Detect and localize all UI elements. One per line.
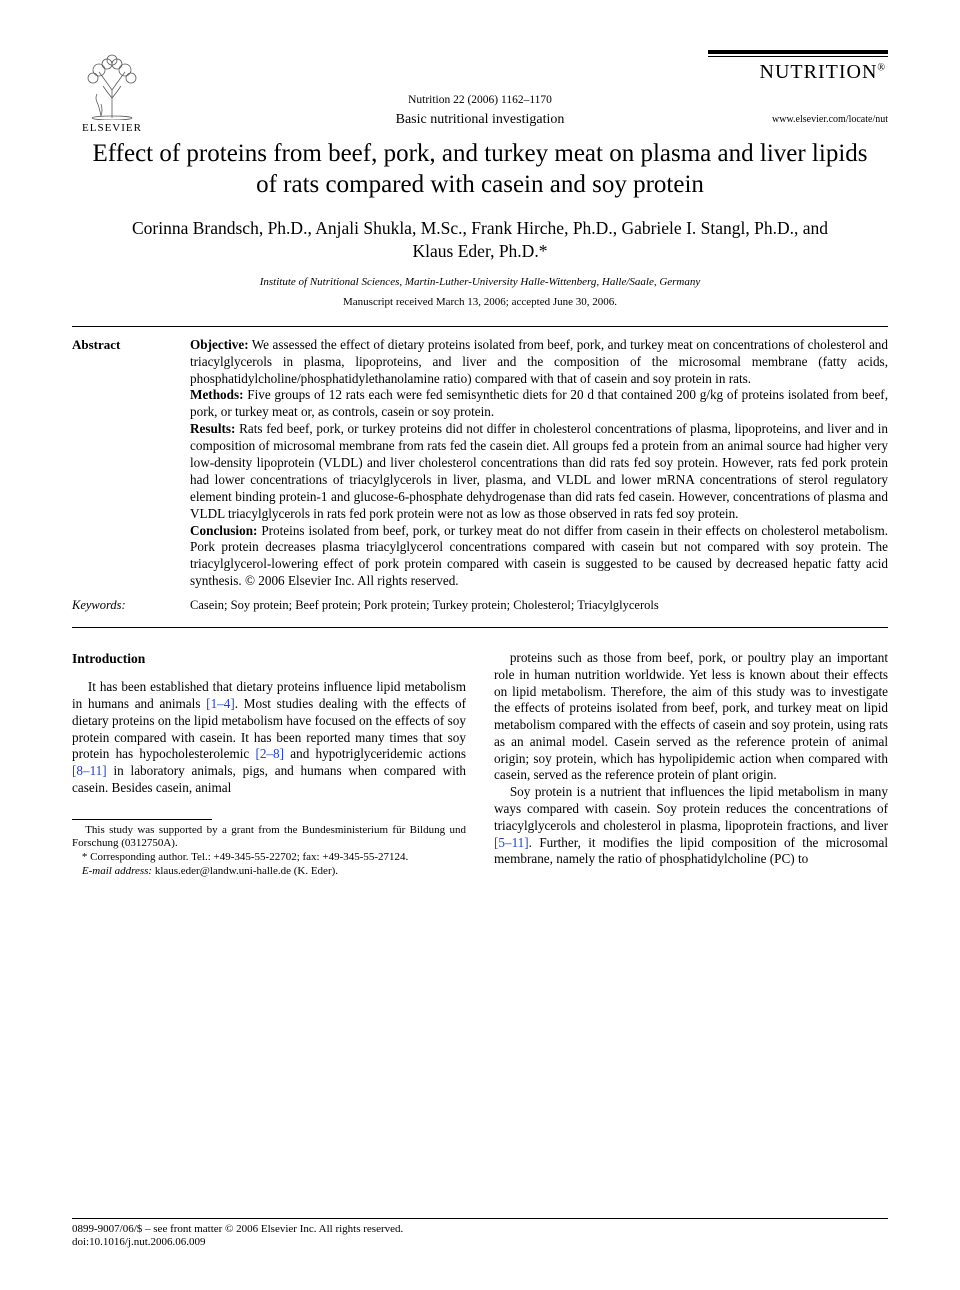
citation-link-3[interactable]: [8–11] (72, 763, 107, 778)
article-title: Effect of proteins from beef, pork, and … (92, 138, 868, 201)
footer-line-2: doi:10.1016/j.nut.2006.06.009 (72, 1236, 888, 1250)
footer-line-1: 0899-9007/06/$ – see front matter © 2006… (72, 1223, 888, 1237)
footnote-separator (72, 819, 212, 820)
abstract-top-rule (72, 326, 888, 327)
footer-rule (72, 1218, 888, 1219)
footnote-corresponding: * Corresponding author. Tel.: +49-345-55… (72, 851, 466, 865)
publisher-logo: ELSEVIER (72, 50, 152, 134)
intro-p3-a: Soy protein is a nutrient that influence… (494, 784, 888, 833)
abstract-methods: Methods: Five groups of 12 rats each wer… (190, 387, 888, 421)
intro-para-2: proteins such as those from beef, pork, … (494, 650, 888, 784)
objective-text: We assessed the effect of dietary protei… (190, 337, 888, 386)
results-head: Results: (190, 421, 235, 436)
abstract-results: Results: Rats fed beef, pork, or turkey … (190, 421, 888, 522)
intro-p3-b: . Further, it modifies the lipid composi… (494, 835, 888, 867)
abstract-bottom-rule (72, 627, 888, 628)
elsevier-tree-icon (77, 50, 147, 120)
results-text: Rats fed beef, pork, or turkey proteins … (190, 421, 888, 520)
body-columns: Introduction It has been established tha… (72, 650, 888, 879)
conclusion-head: Conclusion: (190, 523, 257, 538)
journal-name: NUTRITION® (708, 61, 888, 84)
intro-p1-c: and hypotriglyceridemic actions (284, 746, 466, 761)
keywords-label: Keywords: (72, 598, 168, 613)
abstract-objective: Objective: We assessed the effect of die… (190, 337, 888, 388)
left-column: Introduction It has been established tha… (72, 650, 466, 879)
journal-trademark: ® (877, 62, 886, 73)
footnotes: This study was supported by a grant from… (72, 824, 466, 879)
citation-link-4[interactable]: [5–11] (494, 835, 529, 850)
abstract-body: Objective: We assessed the effect of die… (190, 337, 888, 590)
intro-p1-d: in laboratory animals, pigs, and humans … (72, 763, 466, 795)
intro-para-3: Soy protein is a nutrient that influence… (494, 784, 888, 868)
methods-text: Five groups of 12 rats each were fed sem… (190, 387, 888, 419)
affiliation: Institute of Nutritional Sciences, Marti… (72, 276, 888, 288)
footnote-email: E-mail address: klaus.eder@landw.uni-hal… (72, 865, 466, 879)
journal-url: www.elsevier.com/locate/nut (708, 114, 888, 125)
methods-head: Methods: (190, 387, 243, 402)
journal-top-rule (708, 50, 888, 57)
page-footer: 0899-9007/06/$ – see front matter © 2006… (72, 1218, 888, 1251)
footnote-funding: This study was supported by a grant from… (72, 824, 466, 852)
objective-head: Objective: (190, 337, 249, 352)
journal-masthead: NUTRITION® www.elsevier.com/locate/nut (708, 50, 888, 125)
keywords-text: Casein; Soy protein; Beef protein; Pork … (190, 598, 888, 613)
keywords-row: Keywords: Casein; Soy protein; Beef prot… (72, 598, 888, 613)
abstract-conclusion: Conclusion: Proteins isolated from beef,… (190, 523, 888, 591)
intro-para-1: It has been established that dietary pro… (72, 679, 466, 796)
conclusion-text: Proteins isolated from beef, pork, or tu… (190, 523, 888, 589)
email-address: klaus.eder@landw.uni-halle.de (K. Eder). (152, 865, 338, 877)
citation-link-2[interactable]: [2–8] (255, 746, 284, 761)
journal-name-text: NUTRITION (760, 61, 878, 83)
manuscript-date: Manuscript received March 13, 2006; acce… (72, 296, 888, 308)
email-label: E-mail address: (82, 865, 152, 877)
publisher-name: ELSEVIER (82, 122, 142, 134)
right-column: proteins such as those from beef, pork, … (494, 650, 888, 879)
abstract-label: Abstract (72, 337, 168, 590)
introduction-heading: Introduction (72, 650, 466, 667)
abstract-block: Abstract Objective: We assessed the effe… (72, 337, 888, 590)
authors: Corinna Brandsch, Ph.D., Anjali Shukla, … (112, 217, 848, 264)
citation-link-1[interactable]: [1–4] (206, 696, 235, 711)
